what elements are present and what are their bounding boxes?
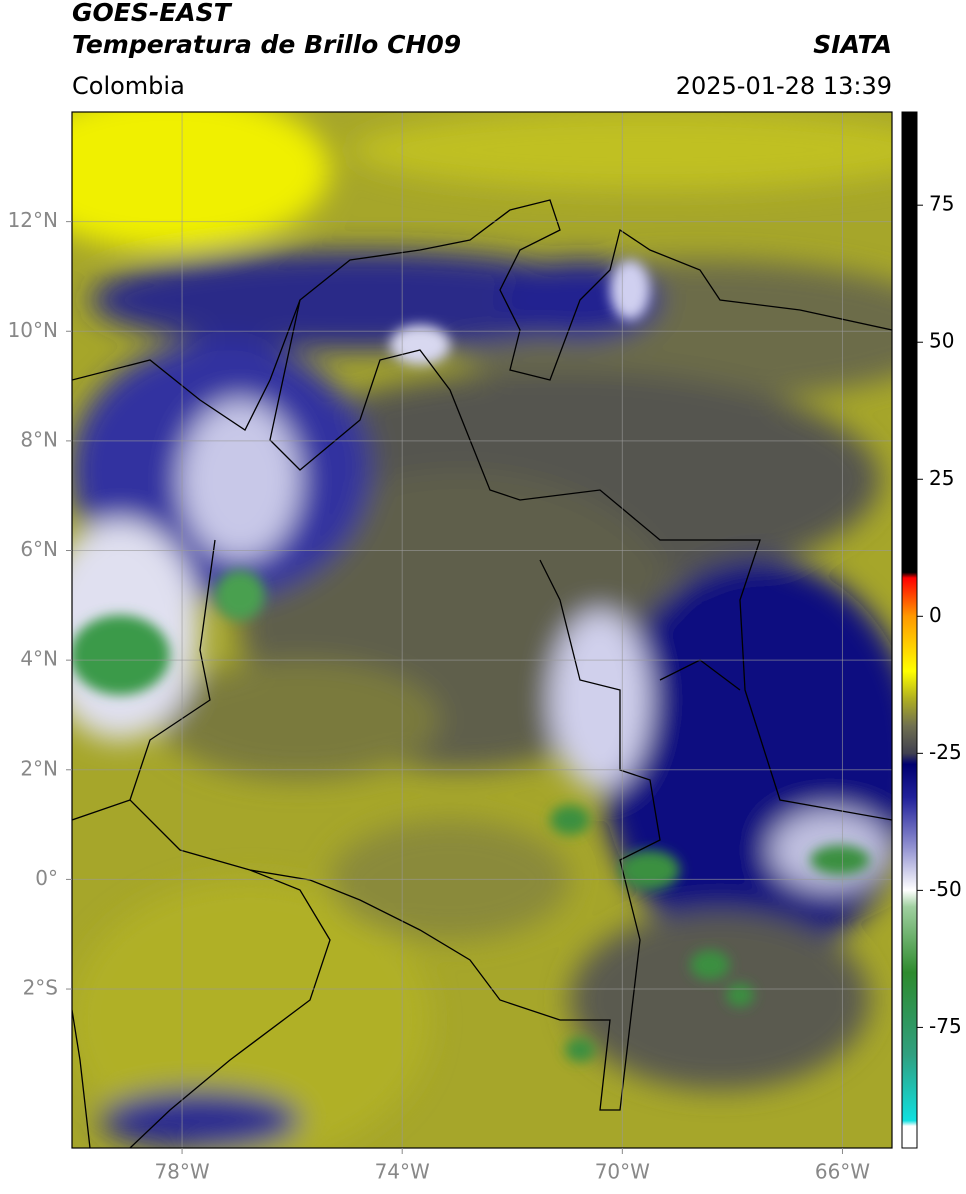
- colorbar-tick-label: -50: [929, 877, 962, 901]
- x-tick-label: 66°W: [815, 1160, 870, 1184]
- source: SIATA: [813, 30, 892, 59]
- y-tick-label: 8°N: [20, 427, 58, 451]
- colorbar-tick-label: -75: [929, 1014, 962, 1038]
- y-tick-label: 6°N: [20, 537, 58, 561]
- colorbar-tick-label: -25: [929, 740, 962, 764]
- y-tick-label: 2°N: [20, 756, 58, 780]
- colorbar-tick-label: 75: [929, 192, 954, 216]
- y-tick-label: 4°N: [20, 647, 58, 671]
- y-tick-label: 2°S: [23, 976, 58, 1000]
- x-tick-label: 70°W: [595, 1160, 650, 1184]
- colorbar-tick-label: 0: [929, 603, 942, 627]
- colorbar: [901, 111, 918, 1149]
- colorbar-tick-label: 25: [929, 466, 954, 490]
- datetime: 2025-01-28 13:39: [676, 72, 892, 100]
- map-frame: [71, 111, 893, 1149]
- subtitle: Temperatura de Brillo CH09: [72, 30, 461, 59]
- y-tick-label: 12°N: [8, 208, 58, 232]
- colorbar-tick-label: 50: [929, 329, 954, 353]
- x-tick-label: 74°W: [375, 1160, 430, 1184]
- x-tick-label: 78°W: [154, 1160, 209, 1184]
- region: Colombia: [72, 72, 185, 100]
- satellite-image: [72, 112, 892, 1148]
- y-tick-label: 10°N: [8, 318, 58, 342]
- y-tick-label: 0°: [35, 866, 58, 890]
- title: GOES-EAST: [72, 0, 233, 27]
